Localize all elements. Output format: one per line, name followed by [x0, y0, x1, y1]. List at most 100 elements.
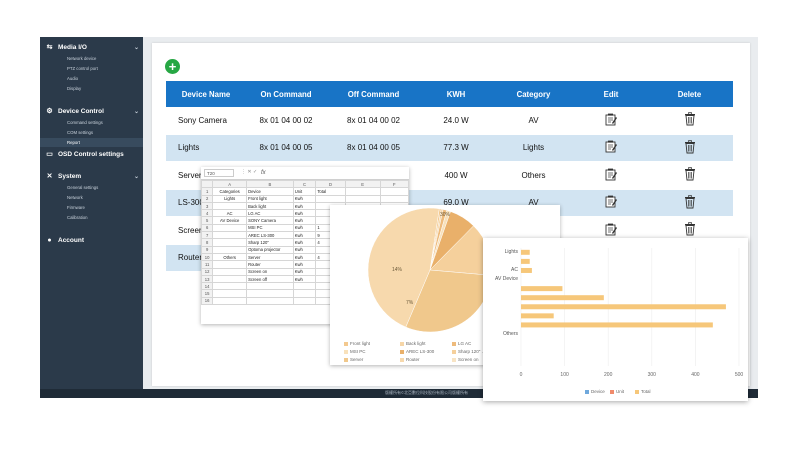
sheet-cell[interactable] [344, 194, 381, 203]
formula-cancel-confirm-icon[interactable]: ⋮ ✕ ✓ [241, 169, 258, 175]
sheet-cell[interactable] [212, 223, 248, 233]
cell-reference-box[interactable]: T20 [204, 169, 234, 177]
sheet-cell[interactable]: Unit [292, 187, 317, 196]
sheet-cell[interactable] [292, 296, 317, 306]
sidebar-section-media-io[interactable]: ⇆ Media I/O ⌄ [46, 43, 139, 52]
sidebar-item-audio[interactable]: Audio [67, 76, 78, 81]
sheet-cell[interactable]: Kwh [292, 231, 317, 240]
sheet-cell[interactable]: Router [246, 260, 294, 269]
sheet-cell[interactable] [212, 274, 248, 284]
sheet-cell[interactable]: Kwh [292, 216, 317, 225]
sheet-cell[interactable]: Kwh [292, 238, 317, 247]
sheet-cell[interactable] [379, 187, 409, 196]
column-header[interactable] [201, 179, 214, 189]
sheet-cell[interactable]: Total [315, 187, 346, 196]
sheet-cell[interactable] [246, 296, 294, 306]
sheet-cell[interactable]: Screen off [246, 274, 294, 284]
sidebar-section-device-control[interactable]: ⚙ Device Control ⌄ [46, 107, 139, 116]
sheet-cell[interactable] [292, 282, 317, 291]
sheet-cell[interactable]: Back light [246, 201, 294, 211]
sheet-cell[interactable] [212, 282, 248, 291]
sheet-cell[interactable] [212, 296, 248, 306]
sheet-cell[interactable]: Kwh [292, 209, 317, 218]
sidebar-item-network-device[interactable]: Network device [67, 56, 97, 61]
column-header[interactable]: C [292, 179, 317, 189]
sheet-cell[interactable]: Kwh [292, 194, 317, 203]
sheet-cell[interactable]: Screen on [246, 267, 294, 276]
edit-note-icon[interactable] [605, 223, 617, 238]
sheet-cell[interactable]: Kwh [292, 274, 317, 284]
edit-note-icon[interactable] [605, 168, 617, 183]
sheet-cell[interactable] [344, 187, 381, 196]
column-header[interactable]: D [315, 179, 346, 189]
row-number[interactable]: 10 [201, 252, 214, 262]
row-number[interactable]: 5 [201, 216, 214, 225]
sheet-cell[interactable]: Sharp 120" [246, 238, 294, 247]
trash-icon[interactable] [684, 167, 696, 183]
trash-icon[interactable] [684, 222, 696, 238]
sidebar-section-system[interactable]: ✕ System ⌄ [46, 172, 139, 181]
sheet-cell[interactable] [292, 289, 317, 298]
chevron-down-icon[interactable]: ⌄ [133, 173, 139, 180]
chevron-down-icon[interactable]: ⌄ [133, 44, 139, 51]
sheet-cell[interactable] [212, 245, 248, 254]
sheet-cell[interactable]: AREC LS-300 [246, 231, 294, 240]
sheet-cell[interactable]: Kwh [292, 245, 317, 254]
fx-icon[interactable]: fx [261, 170, 266, 176]
row-number[interactable]: 3 [201, 201, 214, 211]
sheet-cell[interactable]: AC [212, 209, 248, 218]
column-header[interactable]: F [379, 179, 409, 189]
sheet-cell[interactable] [212, 267, 248, 276]
sidebar-item-firmware[interactable]: Firmware [67, 205, 85, 210]
sheet-cell[interactable] [246, 289, 294, 298]
sheet-cell[interactable] [212, 231, 248, 240]
sidebar-item-report[interactable]: Report [67, 140, 80, 145]
sidebar-section-osd-control-settings[interactable]: ▭ OSD Control settings [46, 150, 124, 159]
sidebar-item-calibration[interactable]: Calibration [67, 215, 88, 220]
sheet-cell[interactable]: Kwh [292, 223, 317, 233]
row-number[interactable]: 9 [201, 245, 214, 254]
row-number[interactable]: 6 [201, 223, 214, 233]
sheet-cell[interactable] [212, 260, 248, 269]
row-number[interactable]: 8 [201, 238, 214, 247]
edit-note-icon[interactable] [605, 140, 617, 155]
sheet-cell[interactable]: AV Device [212, 216, 248, 225]
sheet-cell[interactable]: LG AC [246, 209, 294, 218]
column-header[interactable]: E [344, 179, 381, 189]
row-number[interactable]: 1 [201, 187, 214, 196]
sidebar-section-account[interactable]: ● Account [45, 237, 139, 244]
sheet-cell[interactable]: Front light [246, 194, 294, 203]
row-number[interactable]: 7 [201, 231, 214, 240]
column-header[interactable]: A [212, 179, 248, 189]
edit-note-icon[interactable] [605, 195, 617, 210]
row-number[interactable]: 12 [201, 267, 214, 276]
row-number[interactable]: 2 [201, 194, 214, 203]
row-number[interactable]: 15 [201, 289, 214, 298]
sheet-cell[interactable]: Optoma projector [246, 245, 294, 254]
sidebar-item-general-settings[interactable]: General settings [67, 185, 99, 190]
sheet-cell[interactable]: Kwh [292, 267, 317, 276]
sheet-cell[interactable]: Lights [212, 194, 248, 203]
sidebar-item-command-settings[interactable]: Command settings [67, 120, 103, 125]
sheet-cell[interactable]: Server [246, 252, 294, 262]
sheet-cell[interactable]: Device [246, 187, 294, 196]
sheet-cell[interactable]: SONY Camera [246, 216, 294, 225]
trash-icon[interactable] [684, 140, 696, 156]
sheet-cell[interactable] [246, 282, 294, 291]
sheet-cell[interactable] [379, 194, 409, 203]
sheet-cell[interactable] [212, 289, 248, 298]
sheet-cell[interactable]: Kwh [292, 252, 317, 262]
row-number[interactable]: 13 [201, 274, 214, 284]
row-number[interactable]: 4 [201, 209, 214, 218]
add-device-button[interactable]: + [165, 59, 180, 74]
sheet-cell[interactable]: MSI PC [246, 223, 294, 233]
sheet-cell[interactable]: Categories [212, 187, 248, 196]
sidebar-item-ptz-control-port[interactable]: PTZ control port [67, 66, 98, 71]
chevron-down-icon[interactable]: ⌄ [133, 108, 139, 115]
edit-note-icon[interactable] [605, 113, 617, 128]
sidebar-item-network[interactable]: Network [67, 195, 83, 200]
row-number[interactable]: 16 [201, 296, 214, 306]
sheet-cell[interactable] [212, 201, 248, 211]
sheet-cell[interactable]: Others [212, 252, 248, 262]
sidebar-item-display[interactable]: Display [67, 86, 82, 91]
